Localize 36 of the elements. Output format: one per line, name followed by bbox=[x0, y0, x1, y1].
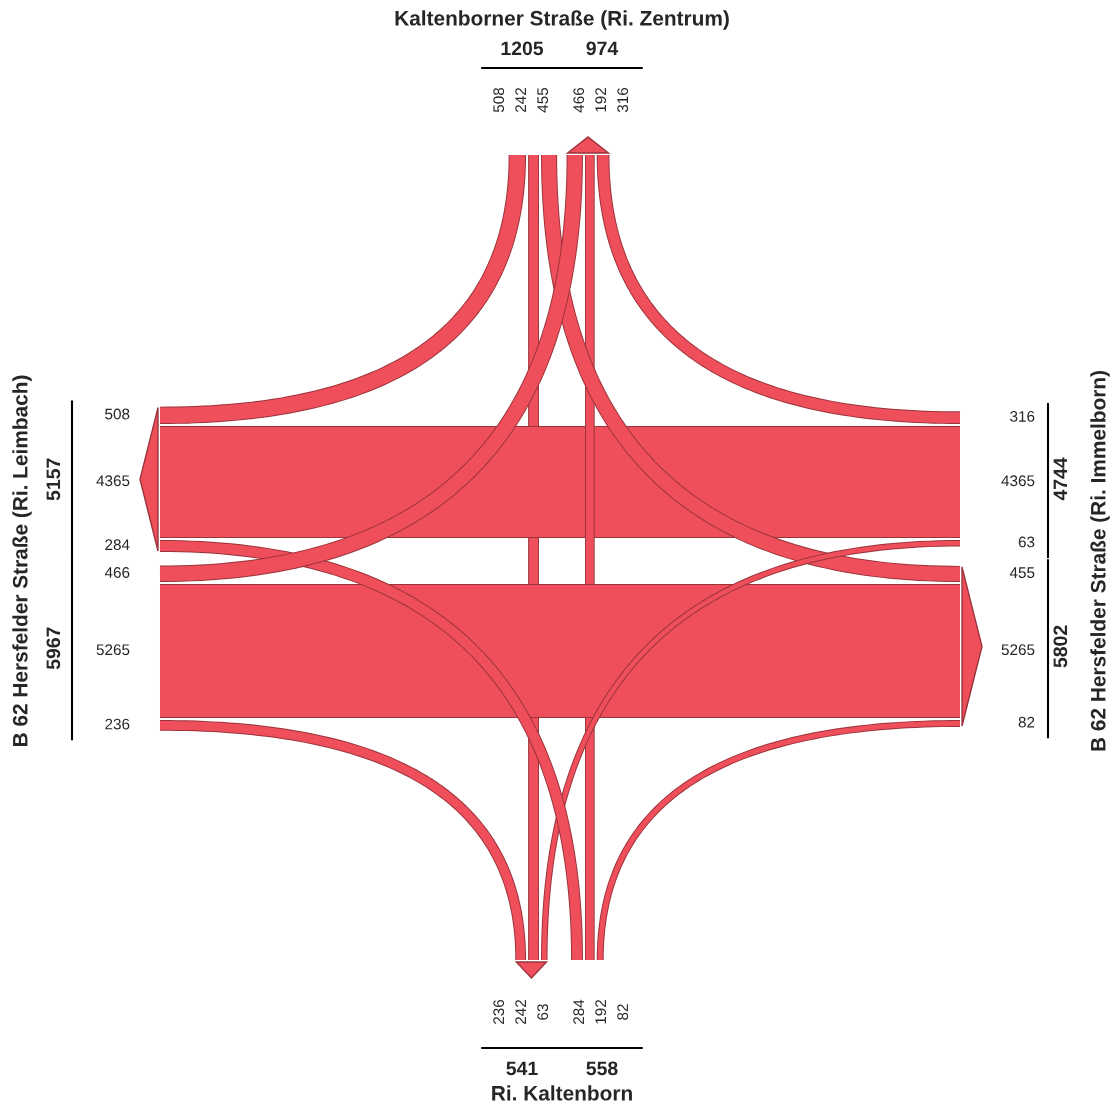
category-label: B 62 Hersfelder Straße (Ri. Leimbach) bbox=[12, 375, 32, 746]
text: 558 bbox=[586, 1061, 618, 1076]
category-label: Ri. Kaltenborn bbox=[492, 1085, 632, 1101]
data-label: 4365 bbox=[96, 475, 130, 487]
data-label: 5265 bbox=[1001, 644, 1035, 656]
text: 5967 bbox=[46, 627, 61, 670]
data-label: 236 bbox=[493, 999, 505, 1024]
text: 82 bbox=[617, 1004, 629, 1020]
text: 455 bbox=[537, 87, 549, 113]
data-label: 82 bbox=[1018, 716, 1035, 728]
text: 192 bbox=[595, 1000, 607, 1024]
data-label: 508 bbox=[105, 408, 130, 420]
data-label: 466 bbox=[573, 87, 585, 113]
data-label: 455 bbox=[1009, 567, 1035, 579]
category-label: B 62 Hersfelder Straße (Ri. Immelborn) bbox=[1090, 371, 1110, 751]
text: 63 bbox=[1018, 536, 1035, 548]
text: 236 bbox=[105, 718, 130, 730]
text: 541 bbox=[506, 1061, 538, 1076]
data-label: 63 bbox=[537, 1004, 549, 1020]
text: 466 bbox=[104, 567, 130, 578]
data-label: 242 bbox=[515, 1000, 526, 1024]
text: 508 bbox=[493, 87, 505, 113]
text: 242 bbox=[515, 88, 526, 112]
text: 5802 bbox=[1053, 625, 1068, 668]
data-label: 284 bbox=[105, 539, 130, 551]
text: 974 bbox=[586, 41, 619, 56]
data-label: 316 bbox=[617, 87, 629, 113]
text: 4744 bbox=[1053, 457, 1068, 501]
data-label: 192 bbox=[595, 88, 607, 112]
text: 5265 bbox=[96, 644, 130, 656]
category-label: Kaltenborner Straße (Ri. Zentrum) bbox=[395, 10, 729, 30]
text: 5157 bbox=[46, 458, 61, 501]
text: 316 bbox=[1010, 410, 1035, 422]
text: 4365 bbox=[1001, 475, 1035, 487]
text: 1205 bbox=[501, 41, 544, 56]
text: 284 bbox=[573, 999, 585, 1024]
